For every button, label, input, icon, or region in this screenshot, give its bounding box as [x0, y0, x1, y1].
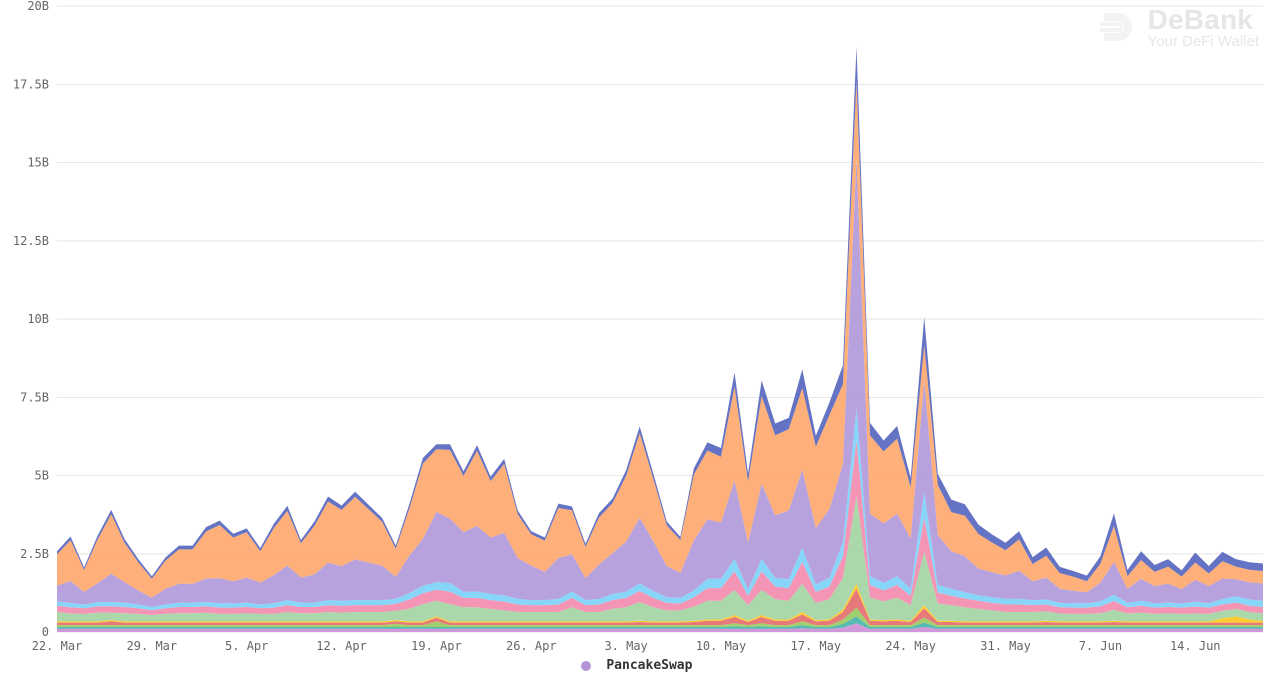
series-s9_orange [57, 81, 1263, 597]
svg-text:10B: 10B [27, 312, 49, 326]
svg-text:7. Jun: 7. Jun [1079, 639, 1122, 653]
svg-text:29. Mar: 29. Mar [127, 639, 178, 653]
legend-label-pancakeswap: PancakeSwap [606, 658, 692, 673]
series-s10_blue_top [57, 47, 1263, 581]
svg-text:26. Apr: 26. Apr [506, 639, 557, 653]
svg-text:5B: 5B [35, 469, 49, 483]
svg-text:22. Mar: 22. Mar [32, 639, 83, 653]
svg-text:31. May: 31. May [980, 639, 1031, 653]
svg-text:12. Apr: 12. Apr [316, 639, 367, 653]
svg-text:5. Apr: 5. Apr [225, 639, 268, 653]
svg-text:2.5B: 2.5B [20, 547, 49, 561]
svg-text:24. May: 24. May [885, 639, 936, 653]
svg-text:0: 0 [42, 625, 49, 639]
chart-legend[interactable]: PancakeSwap [0, 658, 1273, 673]
stacked-area-chart[interactable]: 0 2.5B 5B 7.5B 10B 12.5B 15B 17.5B 20B 22. Mar 29.… [0, 0, 1273, 677]
svg-text:17. May: 17. May [791, 639, 842, 653]
chart-container: 0 2.5B 5B 7.5B 10B 12.5B 15B 17.5B 20B 22. Mar 29.… [0, 0, 1273, 677]
svg-text:10. May: 10. May [696, 639, 747, 653]
svg-text:14. Jun: 14. Jun [1170, 639, 1221, 653]
svg-text:19. Apr: 19. Apr [411, 639, 462, 653]
legend-swatch-pancakeswap [581, 661, 591, 671]
svg-text:17.5B: 17.5B [13, 77, 49, 91]
svg-text:20B: 20B [27, 0, 49, 13]
svg-text:12.5B: 12.5B [13, 234, 49, 248]
svg-text:3. May: 3. May [604, 639, 647, 653]
svg-text:15B: 15B [27, 156, 49, 170]
svg-text:7.5B: 7.5B [20, 390, 49, 404]
